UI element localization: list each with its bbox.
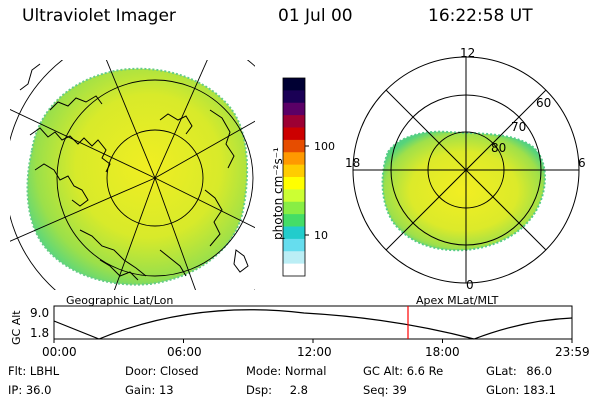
glon-value: 183.1	[522, 383, 556, 397]
glat-label: GLat:	[486, 364, 517, 378]
colorbar-swatch	[283, 127, 305, 141]
ip-label: IP:	[8, 383, 23, 397]
colorbar-swatch	[283, 263, 305, 277]
mlat-label-80: 80	[491, 141, 507, 155]
magnetic-polar-panel	[352, 56, 580, 284]
colorbar-unit-label: photon cm⁻²s⁻¹	[271, 147, 285, 240]
time-tick-0000: 00:00	[42, 345, 77, 359]
colorbar-swatch	[283, 189, 305, 203]
info-gc-alt: GC Alt: 6.6 Re	[363, 364, 443, 378]
time-label: 16:22:58 UT	[428, 6, 533, 26]
info-door: Door: Closed	[125, 364, 199, 378]
colorbar-swatch	[283, 238, 305, 252]
colorbar-swatch	[283, 152, 305, 166]
geographic-caption: Geographic Lat/Lon	[66, 294, 174, 307]
gc-alt-axis-label: GC Alt	[10, 310, 23, 345]
info-mode: Mode: Normal	[246, 364, 326, 378]
aurora-image-mag	[381, 130, 546, 252]
colorbar-tick-10: 10	[314, 229, 328, 242]
colorbar-swatch	[283, 115, 305, 129]
ip-value: 36.0	[25, 383, 52, 397]
colorbar-swatch	[283, 201, 305, 215]
colorbar	[282, 77, 309, 277]
mode-value: Normal	[284, 364, 327, 378]
info-glon: GLon: 183.1	[486, 383, 556, 397]
time-tick-1200: 12:00	[297, 345, 332, 359]
altitude-strip-chart	[53, 305, 573, 343]
colorbar-tick-100: 100	[314, 140, 335, 153]
glon-label: GLon:	[486, 383, 520, 397]
gain-value: 13	[158, 383, 174, 397]
mlt-label-18: 18	[345, 156, 361, 170]
door-value: Closed	[159, 364, 199, 378]
colorbar-swatch	[283, 90, 305, 104]
mode-label: Mode:	[246, 364, 282, 378]
seq-value: 39	[392, 383, 407, 397]
mlt-label-12: 12	[460, 46, 476, 60]
date-label: 01 Jul 00	[278, 6, 353, 26]
info-seq: Seq: 39	[363, 383, 407, 397]
colorbar-swatch	[283, 139, 305, 153]
flt-label: Flt:	[8, 364, 27, 378]
colorbar-swatch	[283, 102, 305, 116]
info-glat: GLat: 86.0	[486, 364, 552, 378]
gc-alt-value: 6.6 Re	[406, 364, 444, 378]
time-tick-1800: 18:00	[425, 345, 460, 359]
flt-value: LBHL	[29, 364, 60, 378]
gc-alt-label: GC Alt:	[363, 364, 404, 378]
mlt-label-6: 6	[578, 156, 586, 170]
seq-label: Seq:	[363, 383, 389, 397]
alt-tick-1-8: 1.8	[30, 326, 50, 340]
dsp-value: 2.8	[289, 383, 308, 397]
app-title: Ultraviolet Imager	[22, 6, 176, 26]
colorbar-swatch	[283, 214, 305, 228]
info-flt: Flt: LBHL	[8, 364, 59, 378]
alt-tick-9: 9.0	[30, 306, 50, 320]
colorbar-swatch	[283, 78, 305, 91]
aurora-image-geo	[26, 67, 249, 286]
altitude-curve	[53, 309, 573, 340]
mlat-label-60: 60	[536, 96, 552, 110]
door-label: Door:	[125, 364, 157, 378]
mag-grid	[352, 56, 580, 284]
coastlines	[19, 63, 249, 281]
time-tick-0600: 06:00	[167, 345, 202, 359]
geographic-image-panel	[10, 60, 255, 290]
colorbar-swatch	[283, 164, 305, 178]
colorbar-swatch	[283, 226, 305, 240]
info-gain: Gain: 13	[125, 383, 174, 397]
magnetic-caption: Apex MLat/MLT	[416, 294, 499, 307]
colorbar-swatch	[283, 177, 305, 190]
info-dsp: Dsp: 2.8	[246, 383, 308, 397]
info-ip: IP: 36.0	[8, 383, 51, 397]
time-tick-2359: 23:59	[555, 345, 590, 359]
mlat-label-70: 70	[511, 120, 527, 134]
mlt-label-0: 0	[466, 278, 474, 292]
dsp-label: Dsp:	[246, 383, 273, 397]
glat-value: 86.0	[526, 364, 553, 378]
gain-label: Gain:	[125, 383, 156, 397]
colorbar-swatch	[283, 251, 305, 265]
